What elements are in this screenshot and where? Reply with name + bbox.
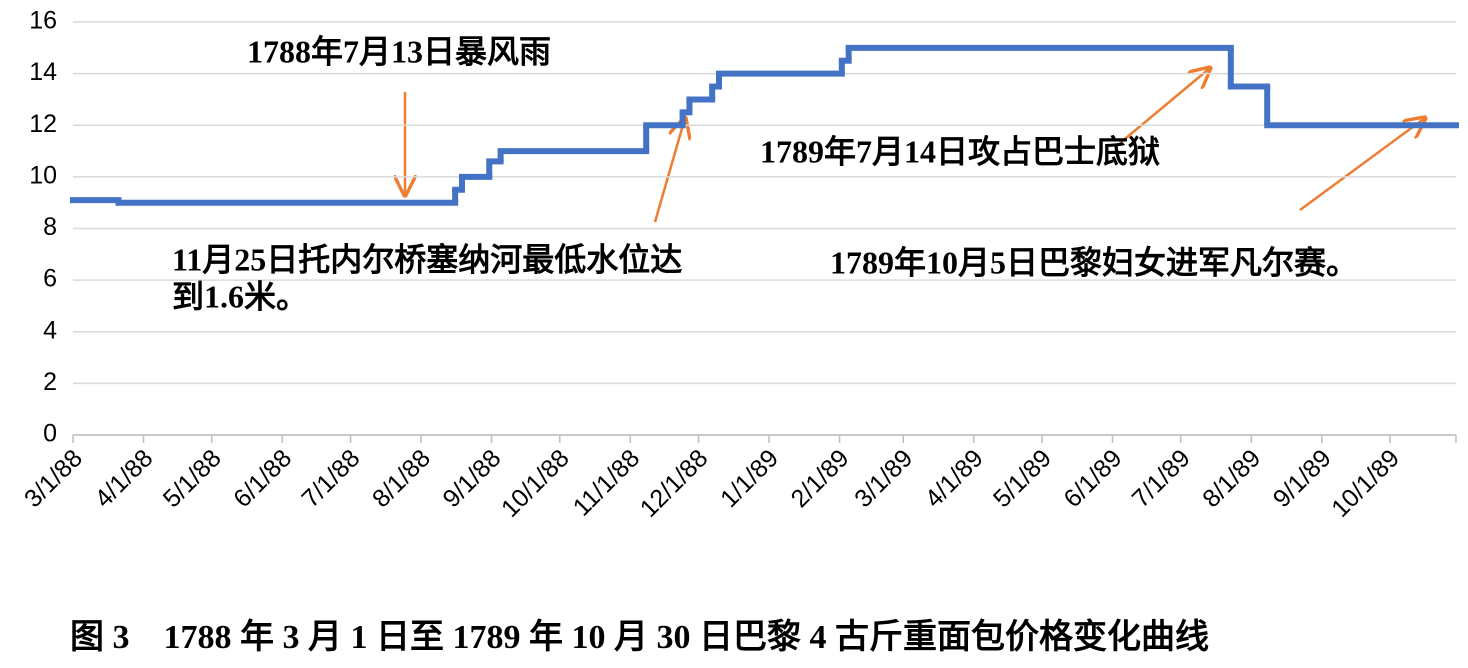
- x-tick-label: 6/1/89: [1058, 444, 1127, 513]
- y-tick-label: 10: [29, 161, 57, 189]
- arrow: [1119, 68, 1210, 144]
- x-tick-label: 4/1/89: [920, 444, 989, 513]
- y-tick-label: 0: [43, 420, 57, 448]
- annotation: 1789年10月5日巴黎妇女进军凡尔赛。: [830, 244, 1358, 280]
- y-tick-label: 16: [29, 7, 57, 35]
- arrow: [653, 118, 685, 223]
- x-tick-label: 8/1/89: [1197, 444, 1266, 513]
- x-tick-label: 12/1/88: [635, 444, 714, 523]
- x-tick-label: 4/1/88: [89, 444, 158, 513]
- series: [70, 44, 1459, 206]
- annotation: 到1.6米。: [172, 278, 308, 314]
- x-tick-label: 11/1/88: [568, 444, 645, 521]
- y-tick-label: 14: [29, 58, 57, 86]
- arrows: [405, 68, 1425, 223]
- x-tick-label: 1/1/89: [715, 444, 784, 513]
- annotation: 1789年7月14日攻占巴士底狱: [760, 133, 1160, 169]
- annotation: 1788年7月13日暴风雨: [247, 33, 551, 69]
- x-tick-label: 3/1/88: [19, 444, 88, 513]
- y-tick-label: 12: [29, 110, 57, 138]
- x-tick-label: 10/1/88: [496, 444, 575, 523]
- x-tick-label: 7/1/89: [1127, 444, 1196, 513]
- x-tick-label: 5/1/88: [158, 444, 227, 513]
- caption: 图 3 1788 年 3 月 1 日至 1789 年 10 月 30 日巴黎 4…: [70, 618, 1209, 656]
- x-tick-label: 6/1/88: [228, 444, 297, 513]
- y-tick-label: 8: [43, 213, 57, 241]
- arrow: [1299, 118, 1425, 212]
- x-tick-label: 8/1/88: [367, 444, 436, 513]
- x-tick-label: 5/1/89: [988, 444, 1057, 513]
- y-tick-label: 4: [43, 316, 57, 344]
- annotation: 11月25日托内尔桥塞纳河最低水位达: [172, 241, 682, 277]
- x-tick-label: 2/1/89: [786, 444, 855, 513]
- y-tick-label: 6: [43, 265, 57, 293]
- y-tick-label: 2: [43, 368, 57, 396]
- x-tick-label: 3/1/89: [849, 444, 918, 513]
- x-tick-label: 7/1/88: [296, 444, 365, 513]
- x-tick-label: 10/1/89: [1326, 444, 1405, 523]
